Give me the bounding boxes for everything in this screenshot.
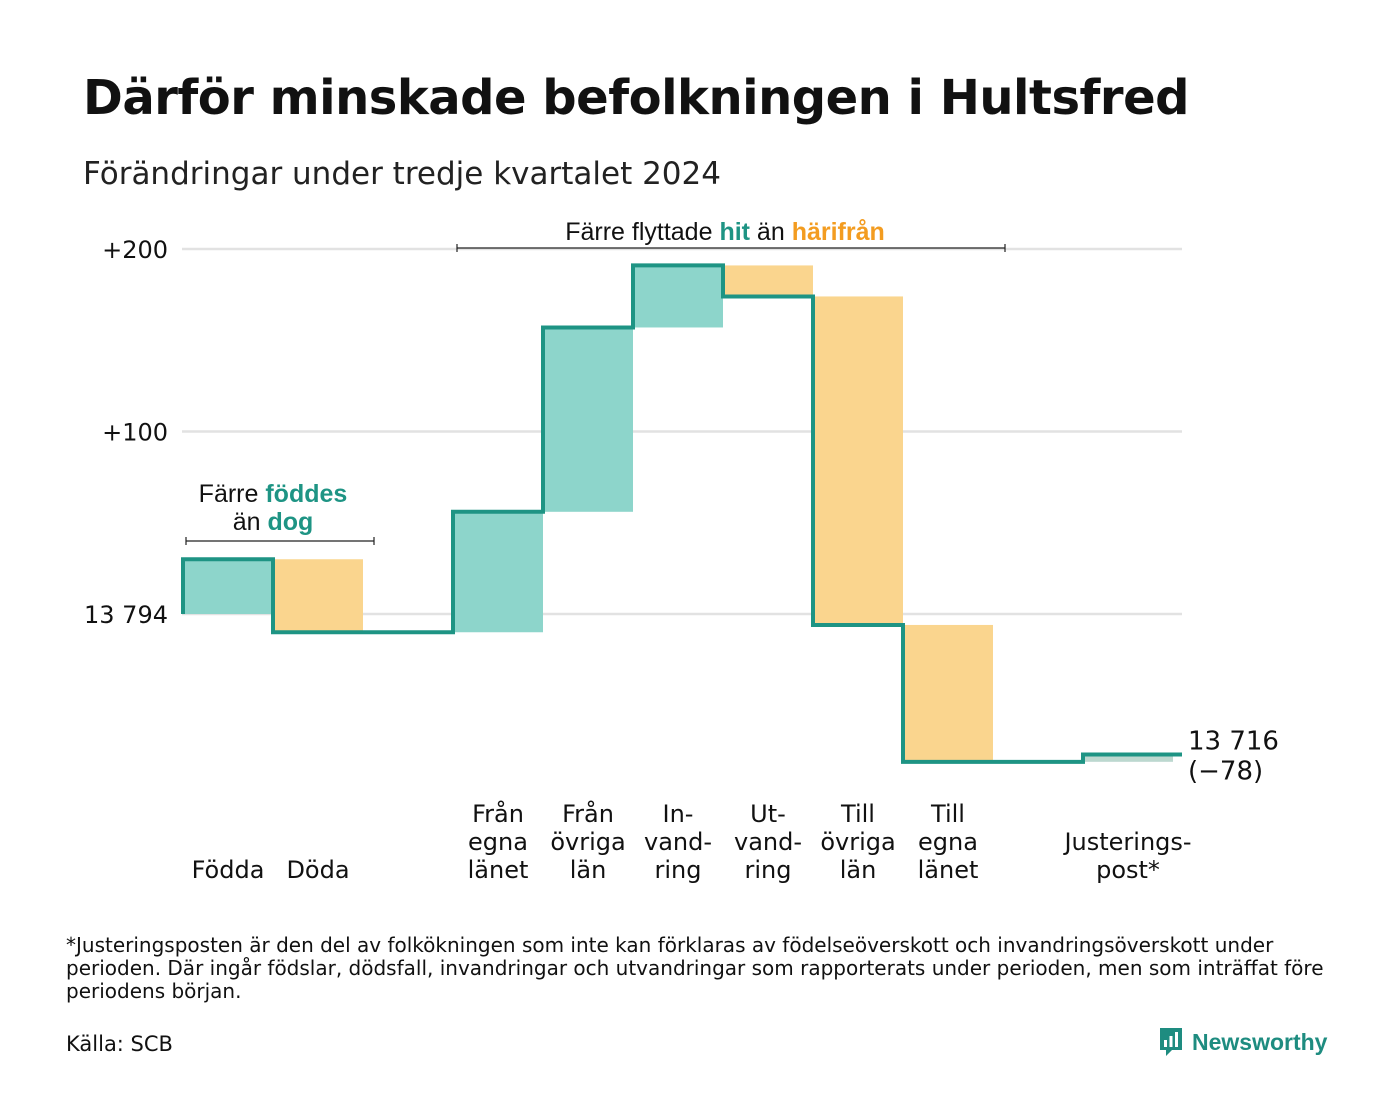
x-category-label: ring bbox=[655, 856, 702, 884]
x-category-label: ring bbox=[745, 856, 792, 884]
x-category-label: Födda bbox=[192, 856, 265, 884]
annotation-highlight: hit bbox=[719, 218, 750, 246]
x-category-label: Ut- bbox=[750, 800, 786, 828]
y-tick-label: +200 bbox=[102, 236, 168, 264]
annotation-text: Färre flyttade hit än härifrån bbox=[565, 218, 885, 246]
end-value-label: 13 716(−78) bbox=[1188, 727, 1279, 787]
x-category-label: Till bbox=[930, 800, 965, 828]
cumulative-step-line bbox=[181, 263, 1182, 764]
annotation-part: än bbox=[750, 218, 792, 246]
x-axis-labels: Födda DödaFrånegnalänetFrånövrigalänIn-va… bbox=[192, 799, 1192, 884]
bars bbox=[183, 265, 1173, 762]
x-category-label: egna bbox=[468, 828, 528, 856]
y-axis-labels: 13 794 +100 +200 bbox=[84, 236, 168, 629]
x-category-label: In- bbox=[663, 800, 694, 828]
bar-inflow bbox=[543, 327, 633, 512]
bar-outflow bbox=[903, 624, 993, 762]
bar-outflow bbox=[723, 265, 813, 297]
x-category-label: Till bbox=[840, 800, 875, 828]
y-tick-label: 13 794 bbox=[84, 601, 168, 629]
annotation-highlight: dog bbox=[267, 508, 313, 536]
end-value: 13 716 bbox=[1188, 727, 1279, 757]
bar-inflow bbox=[633, 265, 723, 328]
x-category-label: post* bbox=[1096, 856, 1160, 884]
x-category-label: övriga bbox=[820, 828, 895, 856]
bar-adjustment bbox=[1083, 754, 1173, 762]
end-change: (−78) bbox=[1188, 757, 1263, 787]
newsworthy-logo-icon bbox=[1160, 1028, 1182, 1056]
x-category-label: län bbox=[570, 856, 607, 884]
annotation-part: Färre bbox=[199, 480, 266, 508]
annotation-highlight: härifrån bbox=[792, 218, 885, 246]
x-category-label: egna bbox=[918, 828, 978, 856]
annotation-part: än bbox=[233, 508, 268, 536]
x-category-label: länet bbox=[468, 856, 529, 884]
bar-outflow bbox=[813, 296, 903, 625]
x-category-label: Från bbox=[562, 799, 614, 828]
annotation-highlight: föddes bbox=[265, 480, 347, 508]
footnote: *Justeringsposten är den del av folkökni… bbox=[66, 933, 1324, 1003]
x-category-label: vand- bbox=[734, 828, 802, 856]
bar-inflow bbox=[453, 511, 543, 633]
annotation-text: än dog bbox=[233, 508, 314, 536]
annotation-part: Färre flyttade bbox=[565, 218, 719, 246]
bar-outflow bbox=[273, 559, 363, 633]
brand-name: Newsworthy bbox=[1192, 1028, 1328, 1055]
bar-inflow bbox=[183, 559, 273, 614]
x-category-label: övriga bbox=[550, 828, 625, 856]
y-tick-label: +100 bbox=[102, 419, 168, 447]
x-category-label: Döda bbox=[286, 856, 349, 884]
annotation-text: Färre föddes bbox=[199, 480, 348, 508]
chart-title: Därför minskade befolkningen i Hultsfred bbox=[83, 70, 1189, 126]
x-category-label: län bbox=[840, 856, 877, 884]
brand[interactable]: Newsworthy bbox=[1158, 1026, 1327, 1058]
x-category-label: länet bbox=[918, 856, 979, 884]
x-category-label: vand- bbox=[644, 828, 712, 856]
x-category-label: Justerings- bbox=[1062, 828, 1191, 856]
chart-subtitle: Förändringar under tredje kvartalet 2024 bbox=[83, 156, 721, 192]
x-category-label: Från bbox=[472, 799, 524, 828]
source-label: Källa: SCB bbox=[66, 1032, 173, 1056]
